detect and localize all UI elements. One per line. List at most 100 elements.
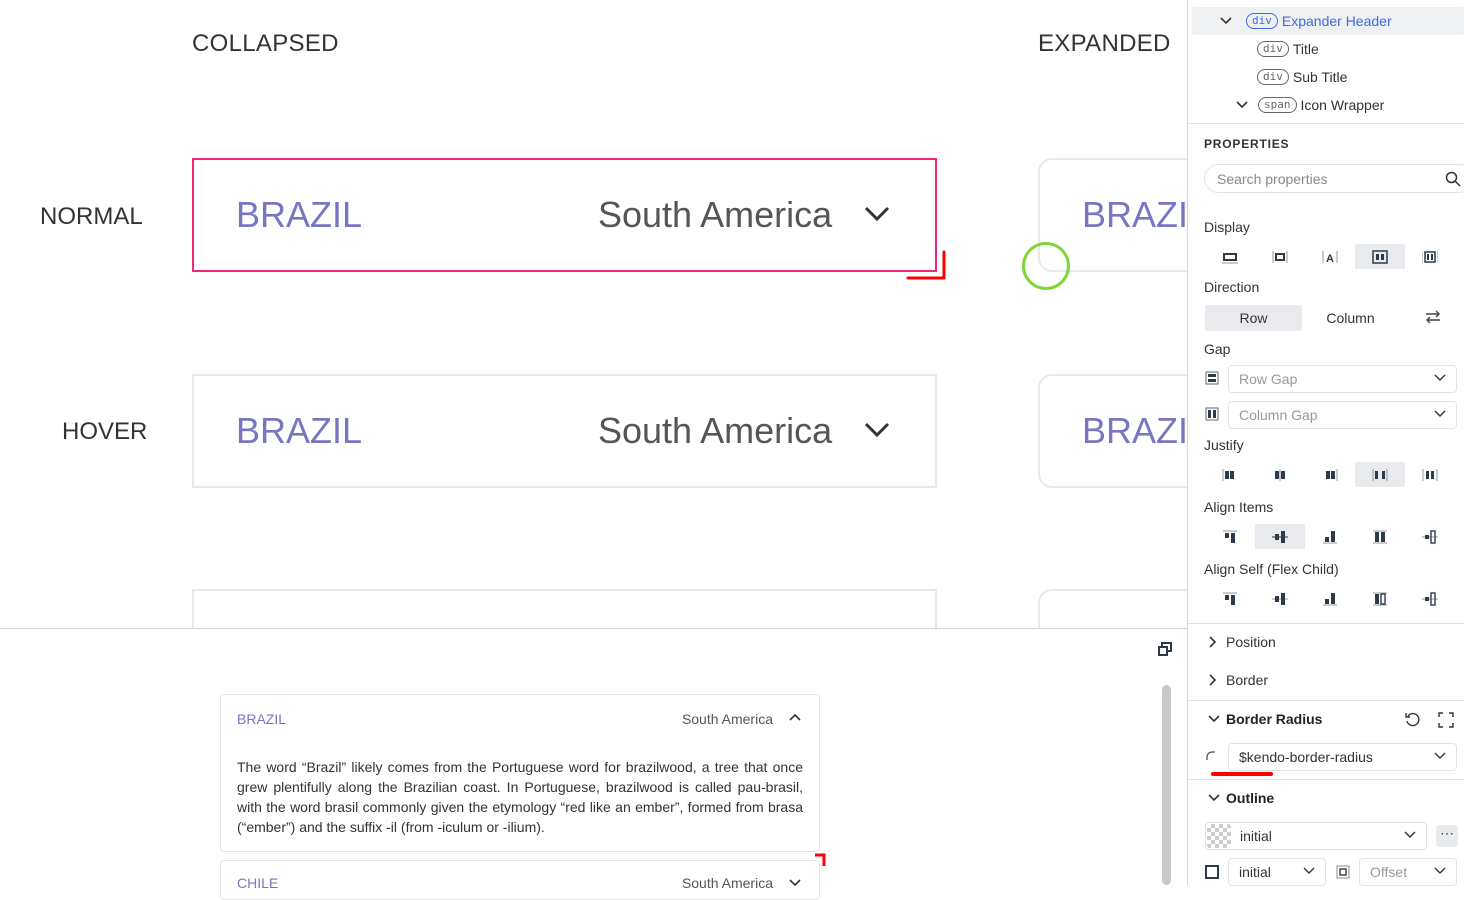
position-label: Position [1226, 634, 1276, 650]
expander-hover-collapsed[interactable]: BRAZIL South America [192, 374, 937, 488]
chevron-down-icon[interactable] [1220, 17, 1232, 25]
accordion-item-brazil[interactable]: BRAZIL South America The word “Brazil” l… [220, 694, 820, 852]
chevron-down-icon [864, 422, 890, 438]
display-options: A [1205, 244, 1455, 269]
align-self-stretch-button[interactable] [1355, 586, 1405, 611]
design-canvas[interactable]: COLLAPSED EXPANDED NORMAL HOVER BRAZIL S… [0, 0, 1187, 629]
align-items-start-button[interactable] [1205, 524, 1255, 549]
align-self-start-button[interactable] [1205, 586, 1255, 611]
direction-column-label: Column [1326, 310, 1375, 326]
expander-collapsed-third[interactable] [192, 589, 937, 628]
outline-offset-icon [1336, 865, 1350, 879]
search-properties-input[interactable]: Search properties [1204, 164, 1464, 193]
justify-options [1205, 462, 1455, 487]
accordion-subtitle: South America [681, 875, 773, 891]
display-inline-button[interactable]: A [1305, 244, 1355, 269]
align-items-center-button[interactable] [1255, 524, 1305, 549]
justify-end-button[interactable] [1305, 462, 1355, 487]
outline-style-value: initial [1239, 864, 1271, 880]
align-items-baseline-button[interactable] [1405, 524, 1455, 549]
position-section-header[interactable]: Position [1208, 634, 1276, 650]
accordion-item-chile[interactable]: CHILE South America [220, 860, 820, 900]
outline-color-dropdown[interactable]: initial [1205, 822, 1427, 850]
tree-item-title[interactable]: div Title [1257, 35, 1319, 63]
display-block-icon [1222, 252, 1238, 263]
restore-window-icon[interactable] [1158, 642, 1172, 656]
chevron-down-icon [1434, 867, 1446, 874]
outline-style-dropdown[interactable]: initial [1228, 858, 1326, 886]
outline-section-header[interactable]: Outline [1208, 790, 1274, 806]
display-inline-block-button[interactable] [1255, 244, 1305, 269]
outline-offset-dropdown[interactable]: Offset [1359, 858, 1457, 886]
card-title: BRAZIL [236, 194, 363, 235]
display-flex-icon [1372, 249, 1388, 264]
display-flex-button[interactable] [1355, 244, 1405, 269]
chevron-right-icon [1209, 674, 1216, 686]
border-radius-dropdown[interactable]: $kendo-border-radius [1228, 743, 1457, 771]
justify-space-between-button[interactable] [1355, 462, 1405, 487]
direction-row-label: Row [1239, 310, 1268, 326]
align-self-center-button[interactable] [1255, 586, 1305, 611]
more-options-button[interactable]: ⋯ [1436, 825, 1458, 847]
chevron-down-icon [1208, 715, 1220, 723]
expander-expanded-third[interactable] [1038, 589, 1187, 628]
column-gap-dropdown[interactable]: Column Gap [1228, 401, 1457, 429]
expand-corners-icon[interactable] [1438, 712, 1454, 728]
chevron-down-icon[interactable] [789, 879, 801, 887]
tree-item-expander-header[interactable]: div Expander Header [1220, 7, 1392, 35]
chevron-down-icon [1434, 410, 1446, 417]
direction-row-button[interactable]: Row [1205, 305, 1302, 331]
tree-label: Expander Header [1281, 13, 1392, 29]
tree-item-sub-title[interactable]: div Sub Title [1257, 63, 1347, 91]
accordion-title: CHILE [237, 875, 279, 891]
reset-icon[interactable] [1404, 711, 1422, 729]
column-gap-placeholder: Column Gap [1239, 407, 1318, 423]
expander-hover-expanded[interactable]: BRAZIL [1038, 374, 1187, 488]
align-start-icon [1223, 592, 1237, 605]
direction-column-button[interactable]: Column [1302, 305, 1399, 331]
tree-item-icon-wrapper[interactable]: span Icon Wrapper [1236, 91, 1384, 119]
chevron-down-icon[interactable] [1236, 101, 1248, 109]
chevron-down-icon [1434, 752, 1446, 759]
display-block-button[interactable] [1205, 244, 1255, 269]
column-gap-icon [1205, 407, 1219, 421]
properties-panel: div Expander Header div Title div Sub Title… [1187, 0, 1464, 886]
search-icon[interactable] [1445, 171, 1461, 187]
align-baseline-icon [1422, 591, 1438, 606]
scrollbar[interactable] [1162, 685, 1171, 885]
chevron-down-icon [1434, 374, 1446, 381]
accordion-title: BRAZIL [237, 711, 287, 727]
justify-space-between-icon [1372, 468, 1388, 481]
justify-center-button[interactable] [1255, 462, 1305, 487]
border-radius-section-header[interactable]: Border Radius [1208, 711, 1322, 727]
display-inline-block-icon [1272, 250, 1288, 263]
reverse-direction-icon[interactable] [1424, 309, 1442, 325]
divider [1188, 123, 1464, 124]
element-tag: span [1258, 97, 1297, 113]
chevron-up-icon[interactable] [789, 713, 801, 721]
justify-center-icon [1275, 468, 1285, 481]
row-label-normal: NORMAL [40, 203, 143, 230]
align-self-end-button[interactable] [1305, 586, 1355, 611]
justify-space-around-button[interactable] [1405, 462, 1455, 487]
properties-heading: PROPERTIES [1204, 137, 1290, 151]
justify-start-button[interactable] [1205, 462, 1255, 487]
border-section-header[interactable]: Border [1208, 672, 1268, 688]
align-items-end-button[interactable] [1305, 524, 1355, 549]
chevron-down-icon [1404, 831, 1416, 838]
display-inline-flex-button[interactable] [1405, 244, 1455, 269]
column-header-expanded: EXPANDED [1038, 30, 1171, 57]
preview-panel: BRAZIL South America The word “Brazil” l… [0, 630, 1187, 900]
divider [1188, 623, 1464, 624]
row-gap-dropdown[interactable]: Row Gap [1228, 365, 1457, 393]
align-center-icon [1272, 530, 1288, 543]
align-items-stretch-button[interactable] [1355, 524, 1405, 549]
justify-end-icon [1326, 468, 1338, 481]
expander-normal-collapsed[interactable]: BRAZIL South America [192, 158, 937, 272]
align-self-baseline-button[interactable] [1405, 586, 1455, 611]
accordion-content: The word “Brazil” likely comes from the … [237, 759, 803, 835]
row-gap-icon [1205, 371, 1219, 385]
border-label: Border [1226, 672, 1269, 688]
transparent-swatch-icon [1207, 824, 1231, 848]
justify-label: Justify [1204, 437, 1244, 453]
